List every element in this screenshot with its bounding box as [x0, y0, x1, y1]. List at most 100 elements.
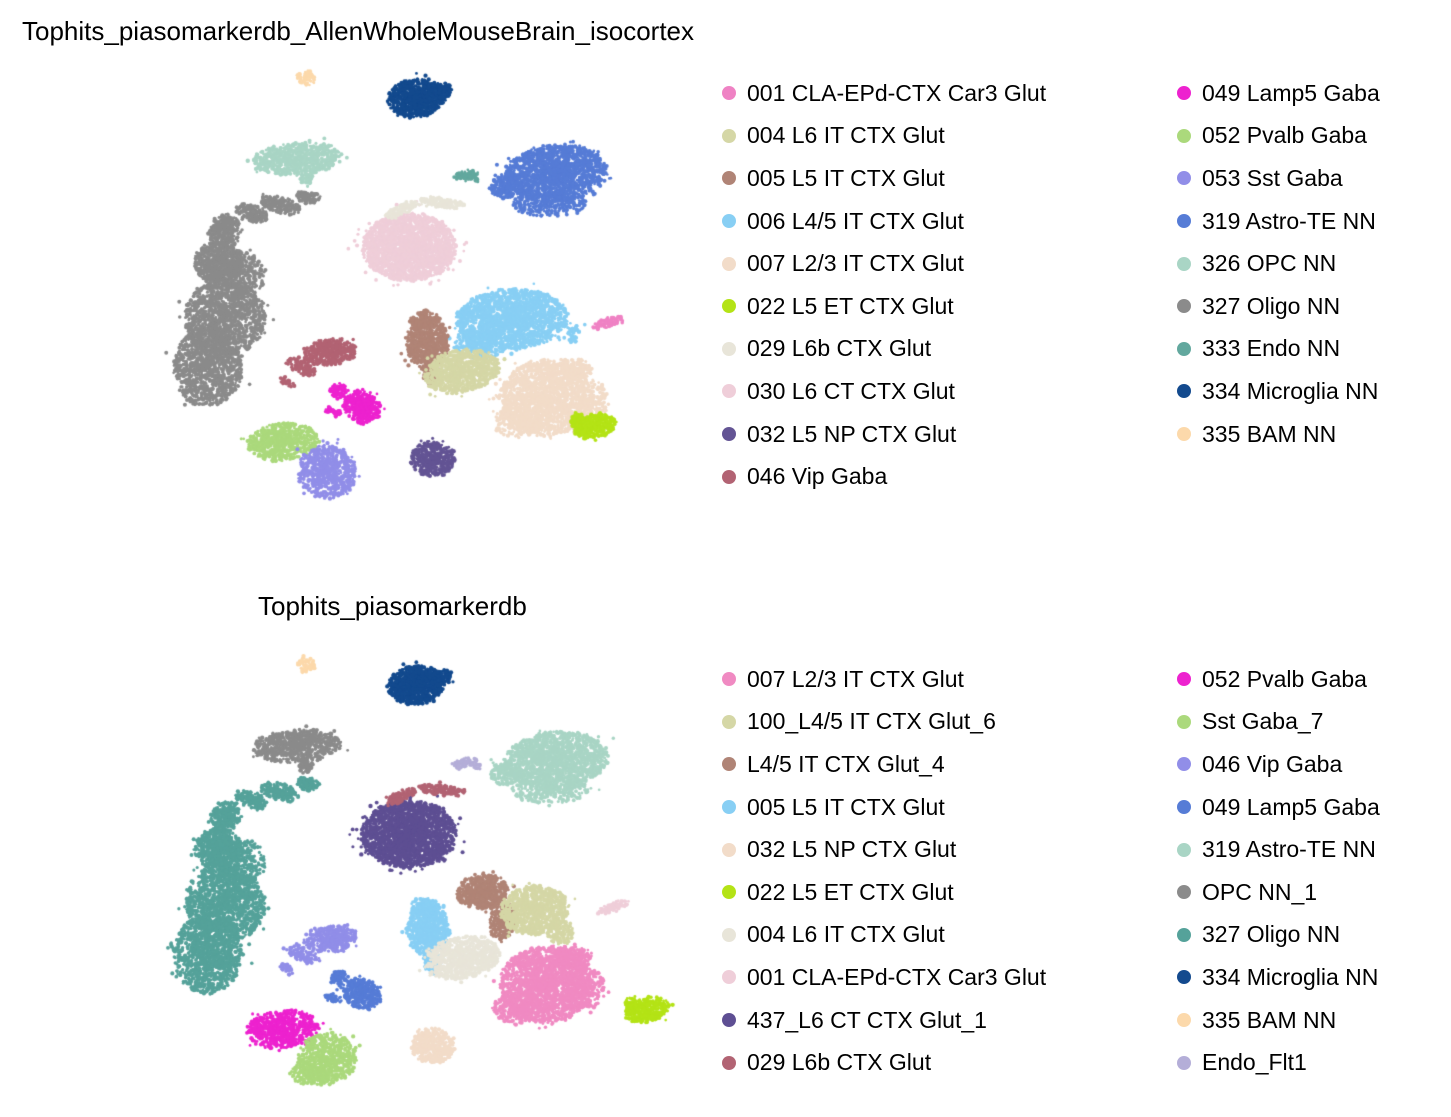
legend-item: L4/5 IT CTX Glut_4: [722, 743, 1046, 786]
legend-label: 001 CLA-EPd-CTX Car3 Glut: [747, 79, 1047, 106]
legend-swatch-icon: [1177, 86, 1191, 101]
legend-swatch-icon: [1177, 672, 1191, 687]
legend-item: 319 Astro-TE NN: [1177, 828, 1380, 871]
legend-label: 046 Vip Gaba: [1202, 750, 1343, 777]
legend-swatch-icon: [1177, 885, 1191, 900]
legend-item: 022 L5 ET CTX Glut: [722, 285, 1046, 328]
legend-item: 326 OPC NN: [1177, 242, 1380, 285]
legend-swatch-icon: [722, 171, 736, 186]
legend-label: 032 L5 NP CTX Glut: [747, 420, 957, 447]
legend-swatch-icon: [1177, 427, 1191, 442]
legend-swatch-icon: [722, 427, 736, 442]
legend-swatch-icon: [1177, 800, 1191, 815]
legend-item: Endo_Flt1: [1177, 1041, 1380, 1084]
legend-label: OPC NN_1: [1202, 878, 1318, 905]
legend-swatch-icon: [1177, 757, 1191, 772]
legend-swatch-icon: [722, 970, 736, 985]
legend-item: 001 CLA-EPd-CTX Car3 Glut: [722, 956, 1046, 999]
legend-label: 335 BAM NN: [1202, 1006, 1337, 1033]
legend-item: 052 Pvalb Gaba: [1177, 658, 1380, 701]
legend-label: 052 Pvalb Gaba: [1202, 665, 1367, 692]
legend-item: 437_L6 CT CTX Glut_1: [722, 999, 1046, 1042]
legend-column: 007 L2/3 IT CTX Glut 100_L4/5 IT CTX Glut…: [722, 658, 1046, 1084]
legend-item: 319 Astro-TE NN: [1177, 200, 1380, 243]
legend-item: 001 CLA-EPd-CTX Car3 Glut: [722, 72, 1046, 115]
legend-swatch-icon: [1177, 1013, 1191, 1028]
legend-swatch-icon: [1177, 1055, 1191, 1070]
legend-label: 004 L6 IT CTX Glut: [747, 921, 945, 948]
legend-label: 100_L4/5 IT CTX Glut_6: [747, 708, 996, 735]
legend-swatch-icon: [1177, 341, 1191, 356]
legend-item: 032 L5 NP CTX Glut: [722, 828, 1046, 871]
legend-swatch-icon: [1177, 970, 1191, 985]
legend-swatch-icon: [1177, 384, 1191, 399]
legend-swatch-icon: [722, 800, 736, 815]
legend-label: 032 L5 NP CTX Glut: [747, 836, 957, 863]
legend-item: 004 L6 IT CTX Glut: [722, 115, 1046, 158]
legend-item: 005 L5 IT CTX Glut: [722, 157, 1046, 200]
legend-label: 326 OPC NN: [1202, 250, 1337, 277]
legend-label: 319 Astro-TE NN: [1202, 836, 1376, 863]
legend-swatch-icon: [722, 842, 736, 857]
legend-swatch-icon: [722, 256, 736, 271]
legend-swatch-icon: [1177, 299, 1191, 314]
legend-item: 335 BAM NN: [1177, 413, 1380, 456]
legend-item: 327 Oligo NN: [1177, 285, 1380, 328]
legend-label: 005 L5 IT CTX Glut: [747, 793, 945, 820]
legend-label: 053 Sst Gaba: [1202, 164, 1343, 191]
panel-title: Tophits_piasomarkerdb: [258, 591, 527, 621]
legend-label: 022 L5 ET CTX Glut: [747, 878, 954, 905]
legend-item: 052 Pvalb Gaba: [1177, 115, 1380, 158]
legend-swatch-icon: [1177, 927, 1191, 942]
legend-swatch-icon: [722, 927, 736, 942]
legend-item: 046 Vip Gaba: [1177, 743, 1380, 786]
legend-label: 007 L2/3 IT CTX Glut: [747, 250, 964, 277]
legend-swatch-icon: [1177, 171, 1191, 186]
legend-column: 052 Pvalb Gaba Sst Gaba_7 046 Vip Gaba 049 …: [1177, 658, 1380, 1084]
legend-item: 049 Lamp5 Gaba: [1177, 72, 1380, 115]
legend-item: 335 BAM NN: [1177, 999, 1380, 1042]
legend-column: 049 Lamp5 Gaba 052 Pvalb Gaba 053 Sst Gaba…: [1177, 72, 1380, 455]
legend-item: 327 Oligo NN: [1177, 914, 1380, 957]
legend-swatch-icon: [722, 469, 736, 484]
legend-label: Sst Gaba_7: [1202, 708, 1324, 735]
legend-label: 049 Lamp5 Gaba: [1202, 79, 1380, 106]
legend-item: 046 Vip Gaba: [722, 455, 1046, 498]
legend-swatch-icon: [722, 1055, 736, 1070]
legend-item: 032 L5 NP CTX Glut: [722, 413, 1046, 456]
legend-label: 046 Vip Gaba: [747, 463, 888, 490]
legend-label: 335 BAM NN: [1202, 420, 1337, 447]
legend-label: 029 L6b CTX Glut: [747, 1049, 932, 1076]
legend-label: 030 L6 CT CTX Glut: [747, 377, 955, 404]
legend-label: 004 L6 IT CTX Glut: [747, 122, 945, 149]
legend-swatch-icon: [722, 128, 736, 143]
legend-swatch-icon: [722, 1013, 736, 1028]
legend-swatch-icon: [1177, 714, 1191, 729]
legend-swatch-icon: [1177, 256, 1191, 271]
legend-item: 007 L2/3 IT CTX Glut: [722, 242, 1046, 285]
legend-swatch-icon: [722, 214, 736, 229]
umap-scatter-canvas: [130, 642, 710, 1107]
legend-label: 052 Pvalb Gaba: [1202, 122, 1367, 149]
legend-swatch-icon: [722, 86, 736, 101]
legend-item: Sst Gaba_7: [1177, 701, 1380, 744]
legend-label: Endo_Flt1: [1202, 1049, 1307, 1076]
legend-swatch-icon: [722, 341, 736, 356]
legend-item: 049 Lamp5 Gaba: [1177, 786, 1380, 829]
legend-item: 334 Microglia NN: [1177, 956, 1380, 999]
legend-label: 319 Astro-TE NN: [1202, 207, 1376, 234]
legend-label: 333 Endo NN: [1202, 335, 1341, 362]
legend-item: 029 L6b CTX Glut: [722, 328, 1046, 371]
legend-swatch-icon: [1177, 214, 1191, 229]
legend-label: 022 L5 ET CTX Glut: [747, 292, 954, 319]
legend-label: 005 L5 IT CTX Glut: [747, 164, 945, 191]
legend-swatch-icon: [1177, 128, 1191, 143]
legend-label: 327 Oligo NN: [1202, 292, 1341, 319]
legend-label: 029 L6b CTX Glut: [747, 335, 932, 362]
legend-column: 001 CLA-EPd-CTX Car3 Glut 004 L6 IT CTX G…: [722, 72, 1046, 498]
legend-label: 334 Microglia NN: [1202, 963, 1379, 990]
legend-label: L4/5 IT CTX Glut_4: [747, 750, 945, 777]
legend-item: 333 Endo NN: [1177, 328, 1380, 371]
legend-swatch-icon: [722, 299, 736, 314]
